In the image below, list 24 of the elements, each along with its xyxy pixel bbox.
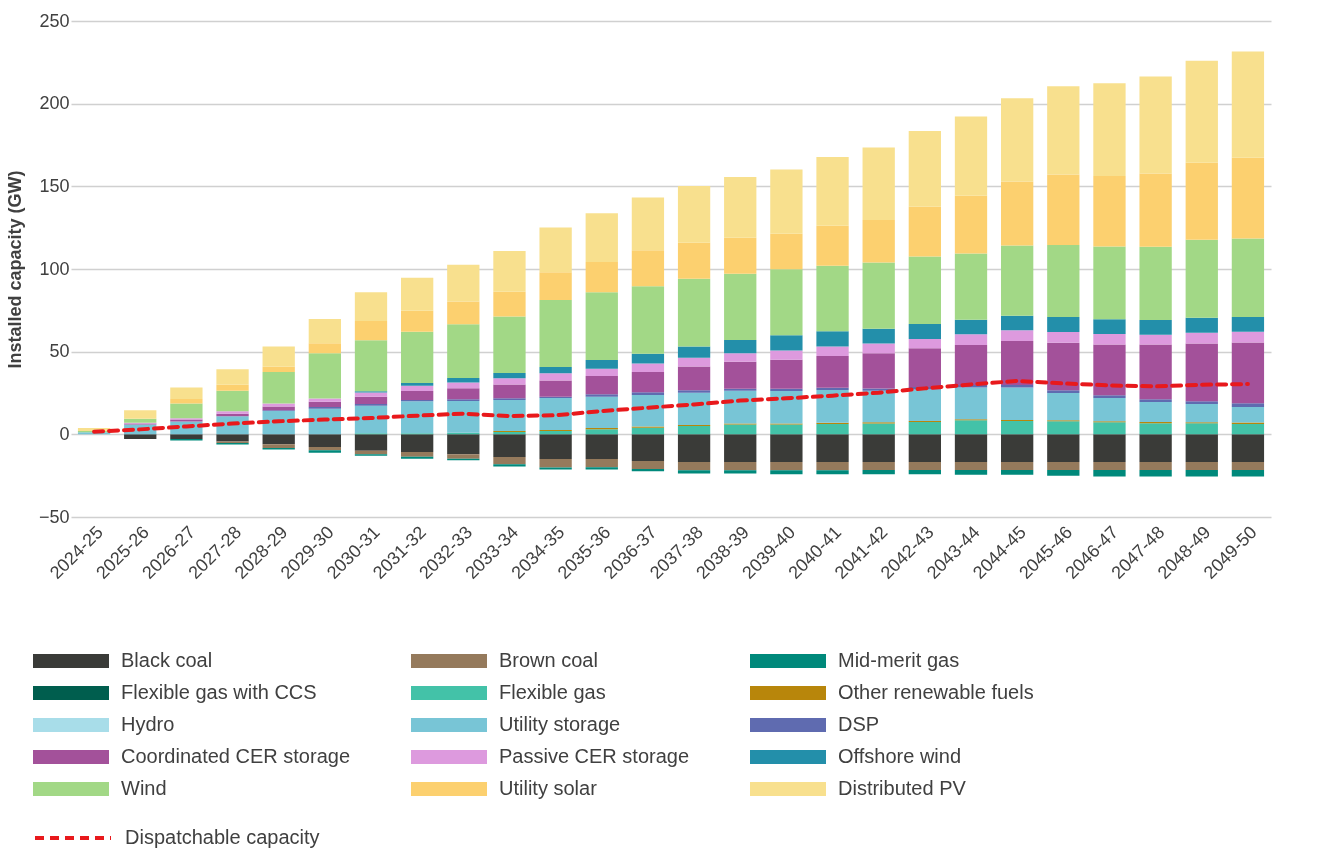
legend-label: Flexible gas	[499, 681, 606, 703]
legend-label: Utility solar	[499, 777, 598, 799]
legend-label: Hydro	[121, 713, 175, 735]
legend-label: Mid-merit gas	[838, 649, 960, 671]
legend-label: Wind	[121, 777, 167, 799]
legend-label: Dispatchable capacity	[125, 826, 320, 848]
legend-label: Offshore wind	[838, 745, 962, 767]
y-tick-label: 0	[59, 423, 70, 444]
y-tick-label: 150	[39, 175, 70, 196]
legend-label: DSP	[838, 713, 880, 735]
y-tick-label: 200	[39, 93, 70, 114]
legend-label: Flexible gas with CCS	[121, 681, 317, 703]
legend-label: Other renewable fuels	[838, 681, 1034, 703]
y-tick-label: 250	[39, 10, 70, 31]
legend-label: Utility storage	[499, 713, 621, 735]
y-tick-label: 100	[39, 258, 70, 279]
legend-label: Distributed PV	[838, 777, 967, 799]
legend-label: Coordinated CER storage	[121, 745, 351, 767]
legend-label: Black coal	[121, 649, 213, 671]
y-tick-label: 50	[49, 341, 70, 362]
legend-label: Passive CER storage	[499, 745, 690, 767]
y-tick-label: −50	[38, 506, 70, 527]
y-axis-title: Installed capacity (GW)	[4, 170, 25, 369]
legend-label: Brown coal	[499, 649, 598, 671]
